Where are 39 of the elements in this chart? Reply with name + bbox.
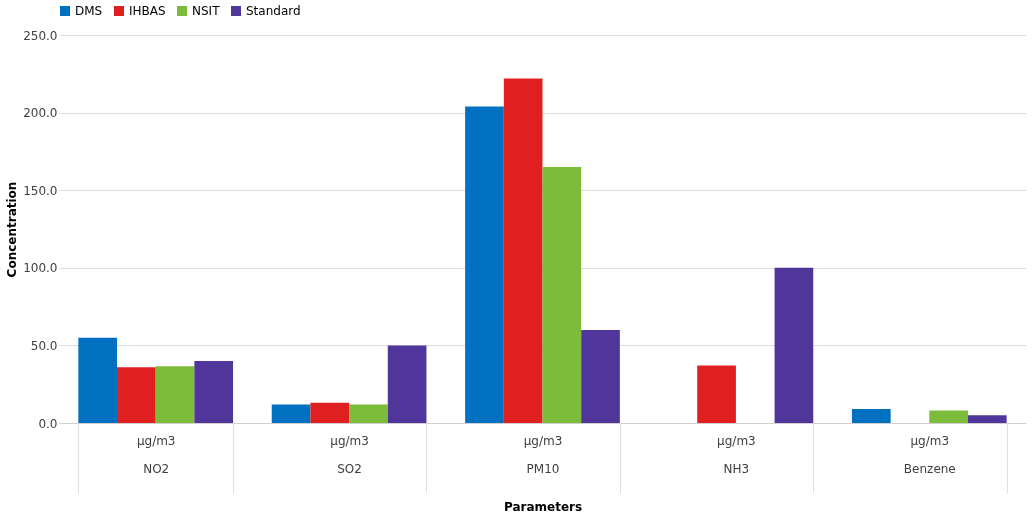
bar [387,345,427,423]
y-axis-title: Concentration [5,181,20,278]
text: µg/m3 [910,433,950,448]
bar [155,366,195,423]
text: µg/m3 [136,433,176,448]
y-tick-label: 250.0 [23,28,58,43]
legend-label: IHBAS [129,4,166,18]
bar [851,409,891,423]
y-tick-label: 0.0 [38,416,58,431]
legend-label: Standard [246,4,301,18]
bar [194,360,234,423]
bar [542,166,582,423]
bar [967,415,1007,423]
x-axis-title: Parameters [503,500,583,514]
y-tick-label: 150.0 [23,183,58,198]
x-tick-label: NH3 [723,461,750,476]
x-tick-label: NO2 [143,461,170,476]
text: µg/m3 [717,433,756,448]
y-tick-label: 50.0 [30,338,58,353]
legend-label: NSIT [192,4,221,18]
legend-label: DMS [75,4,103,18]
text: µg/m3 [330,433,369,448]
bar [503,78,543,423]
x-tick-label: Benzene [903,461,956,476]
bar [697,365,736,423]
y-tick-label: 200.0 [23,106,58,121]
x-tick-label: PM10 [526,461,560,476]
bar [310,402,350,423]
bar [78,337,118,423]
text: µg/m3 [523,433,563,448]
bar [117,367,156,423]
bar [581,329,620,423]
bar [465,106,504,423]
bar [774,267,814,423]
bar [271,404,311,423]
y-tick-label: 100.0 [23,261,58,276]
bar [929,410,968,423]
x-tick-label: SO2 [337,461,362,476]
bar [349,404,388,423]
